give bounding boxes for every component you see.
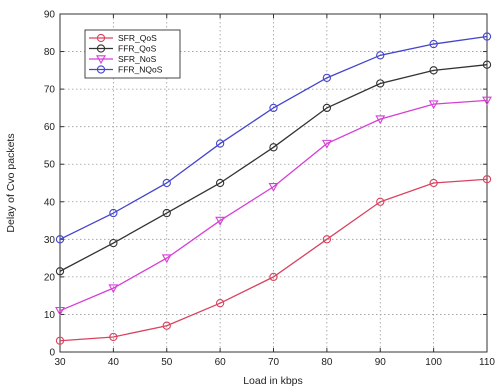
data-point [162, 321, 171, 330]
legend-label: SFR_NoS [118, 54, 157, 64]
x-tick-label: 90 [375, 357, 387, 368]
data-point [109, 332, 118, 342]
x-axis-label: Load in kbps [243, 375, 303, 387]
legend-label: SFR_QoS [118, 33, 157, 43]
data-point [162, 208, 171, 218]
data-point [268, 183, 279, 192]
series-line [59, 64, 488, 272]
data-point [269, 103, 278, 113]
data-point [55, 267, 65, 276]
x-tick-label: 30 [54, 357, 66, 368]
axes: 30 40 50 60 70 80 90 100 110 0 10 20 30 40 50 60 70 80 90 [44, 10, 496, 369]
series-line [59, 178, 488, 342]
data-point [322, 73, 332, 82]
series-line [59, 35, 488, 240]
y-tick-label: 70 [44, 85, 56, 96]
x-tick-label: 70 [268, 357, 280, 368]
data-point [55, 235, 65, 244]
data-point [429, 39, 438, 49]
y-tick-label: 10 [44, 310, 56, 321]
data-point [375, 115, 386, 125]
series-ffr-qos [55, 60, 492, 276]
data-point [109, 208, 118, 218]
data-point [55, 336, 65, 345]
data-point [429, 66, 438, 75]
series-line [59, 99, 488, 312]
data-point [108, 284, 119, 294]
y-tick-label: 60 [44, 122, 56, 133]
y-tick-label: 0 [49, 348, 55, 359]
data-point [321, 139, 332, 149]
x-tick-label: 80 [321, 357, 333, 368]
data-point [428, 100, 439, 110]
x-tick-label: 50 [161, 357, 173, 368]
data-point [161, 254, 172, 264]
y-tick-label: 30 [44, 235, 56, 246]
data-point [482, 96, 492, 106]
data-point [376, 197, 385, 206]
data-point [482, 60, 492, 69]
data-point [376, 79, 385, 88]
legend-label: FFR_NQoS [118, 65, 163, 75]
data-point [322, 235, 332, 244]
series-sfr-nos [55, 96, 492, 316]
data-point [162, 178, 171, 188]
x-tick-label: 40 [108, 357, 120, 368]
x-tick-label: 100 [425, 357, 442, 368]
series-ffr-nqos [55, 32, 492, 244]
data-point [269, 272, 278, 282]
y-tick-label: 90 [44, 10, 56, 21]
data-point [215, 139, 225, 148]
legend-marker [96, 33, 106, 43]
data-point [215, 178, 225, 188]
grid [60, 14, 487, 352]
data-point [482, 32, 492, 41]
data-point [55, 306, 65, 316]
data-point [215, 299, 225, 308]
data-point [109, 238, 118, 248]
legend-marker [96, 44, 106, 53]
series-group [55, 32, 492, 345]
x-tick-label: 60 [215, 357, 227, 368]
data-point [429, 178, 438, 188]
x-tick-label: 110 [479, 357, 495, 368]
data-point [482, 175, 492, 184]
data-point [269, 143, 278, 152]
legend-marker [96, 55, 106, 65]
y-tick-label: 20 [44, 272, 56, 283]
y-tick-label: 40 [44, 197, 56, 208]
legend-label: FFR_QoS [118, 44, 157, 54]
series-sfr-qos [55, 175, 492, 345]
data-point [376, 51, 385, 60]
data-point [322, 103, 332, 113]
data-point [215, 216, 226, 226]
y-axis-label: Delay of Cvo packets [5, 133, 17, 232]
y-tick-label: 80 [44, 47, 56, 58]
legend-marker [96, 65, 106, 74]
y-tick-label: 50 [44, 160, 56, 171]
